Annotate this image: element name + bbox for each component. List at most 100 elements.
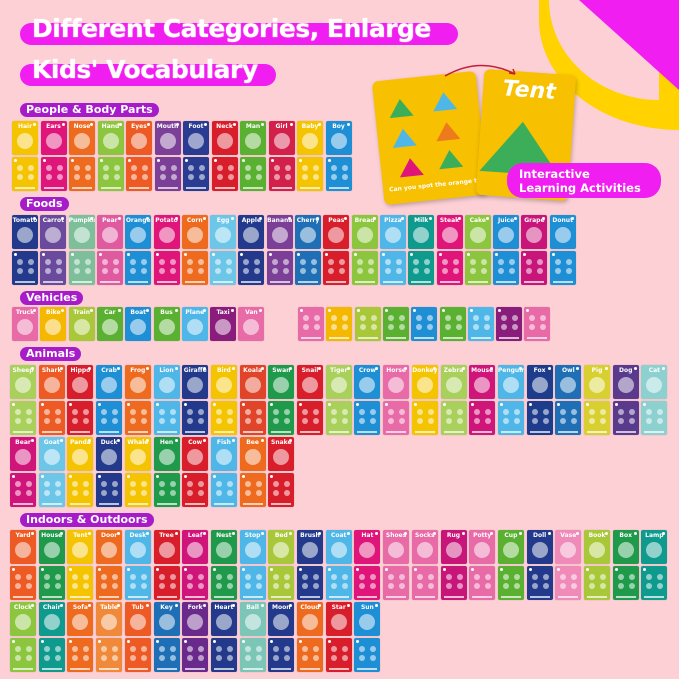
picture-icon (159, 165, 166, 171)
card-hole-icon (547, 532, 551, 535)
flashcard-back (268, 566, 295, 600)
flashcard-front: Fork (182, 602, 209, 636)
picture-icon (513, 583, 520, 589)
picture-icon (15, 583, 21, 589)
flashcard-front: Frog (124, 365, 151, 399)
flashcard-label: Neck (216, 123, 233, 130)
card-hole-icon (31, 439, 34, 442)
flashcard-front: Cup (497, 530, 524, 564)
picture-icon (526, 227, 543, 243)
picture-icon (226, 409, 233, 415)
picture-icon (330, 583, 337, 589)
picture-icon (28, 259, 34, 265)
card-hole-icon (61, 309, 65, 312)
flashcard-back (493, 251, 520, 285)
picture-icon (244, 377, 261, 393)
flashcard-front: Tiger (325, 365, 352, 399)
picture-icon (15, 646, 21, 652)
picture-icon (284, 418, 291, 424)
picture-icon (395, 259, 402, 265)
flashcard-label: Owl (561, 367, 575, 374)
flashcard-back (469, 566, 496, 600)
picture-icon (72, 449, 89, 465)
flashcard-label: Goat (43, 439, 60, 446)
picture-icon (273, 174, 280, 180)
question-caption (70, 668, 91, 670)
flashcard-label: Ears (46, 123, 61, 130)
picture-icon (445, 377, 462, 393)
flashcard-front: Swan (268, 365, 295, 399)
picture-icon (26, 574, 32, 580)
picture-icon (215, 259, 222, 265)
picture-icon (474, 418, 481, 424)
flashcard-front: Foot (183, 121, 209, 155)
flashcard-label: Bus (160, 309, 173, 316)
picture-icon (359, 542, 376, 558)
card-hole-icon (498, 309, 502, 312)
flashcard-front: Mouth (154, 121, 181, 155)
picture-icon (542, 583, 549, 589)
picture-icon (169, 574, 176, 580)
card-hole-icon (212, 640, 216, 643)
picture-icon (26, 655, 32, 661)
picture-icon (646, 583, 653, 589)
title-highlight (20, 23, 458, 45)
flashcard-back (411, 401, 438, 435)
flashcard-front: Heart (210, 602, 237, 636)
flashcard-label: Stop (244, 532, 261, 539)
flashcard-label: Bread (354, 217, 375, 224)
picture-icon (330, 542, 347, 558)
picture-icon (43, 481, 50, 487)
flashcard-label: Hat (361, 532, 374, 539)
picture-icon (17, 133, 33, 149)
picture-icon (85, 165, 91, 171)
picture-icon (474, 574, 481, 580)
picture-icon (341, 655, 348, 661)
picture-icon (73, 319, 90, 335)
picture-icon (387, 324, 394, 330)
flashcard-back (240, 157, 266, 191)
flashcard-back (239, 566, 266, 600)
flashcard-label: Penguin (497, 367, 524, 374)
section-label: Animals (20, 347, 82, 361)
card-hole-icon (90, 123, 93, 126)
picture-icon (56, 268, 63, 274)
picture-icon (72, 574, 79, 580)
picture-icon (398, 324, 405, 330)
card-hole-icon (185, 159, 188, 162)
picture-icon (273, 377, 290, 393)
picture-icon (84, 268, 91, 274)
picture-icon (129, 409, 136, 415)
picture-icon (302, 655, 308, 661)
card-hole-icon (241, 475, 245, 478)
picture-icon (424, 259, 431, 265)
picture-icon (245, 133, 261, 149)
card-hole-icon (526, 309, 530, 312)
picture-icon (416, 377, 433, 393)
flashcard-label: Leaf (187, 532, 203, 539)
picture-icon (187, 377, 204, 393)
picture-icon (513, 574, 520, 580)
flashcard-front: House (38, 530, 65, 564)
picture-icon (215, 490, 222, 496)
picture-icon (129, 449, 146, 465)
tent-icon (398, 156, 424, 178)
card-hole-icon (469, 309, 473, 312)
flashcard-back (153, 251, 180, 285)
picture-icon (83, 481, 90, 487)
picture-icon (158, 655, 165, 661)
flashcard-back (295, 251, 321, 285)
question-caption (496, 281, 517, 283)
card-hole-icon (471, 568, 475, 571)
question-caption (70, 503, 91, 505)
flashcard-front: Potato (153, 215, 180, 249)
question-caption (15, 187, 35, 189)
picture-icon (113, 174, 120, 180)
card-hole-icon (33, 309, 36, 312)
picture-icon (554, 227, 571, 243)
card-hole-icon (297, 253, 300, 256)
picture-icon (531, 583, 538, 589)
picture-icon (271, 227, 288, 243)
question-caption (326, 281, 347, 283)
card-hole-icon (242, 159, 245, 162)
